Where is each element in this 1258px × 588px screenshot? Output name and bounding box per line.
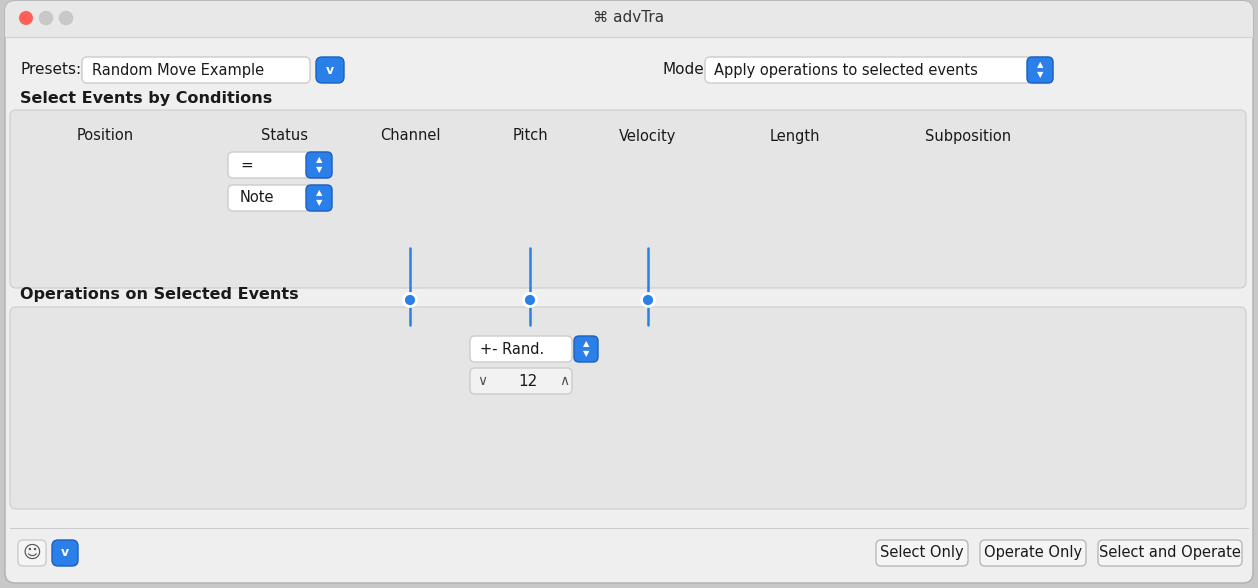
Text: Select Events by Conditions: Select Events by Conditions (20, 92, 272, 106)
Text: ▲: ▲ (316, 189, 322, 198)
FancyBboxPatch shape (52, 540, 78, 566)
Text: ▲: ▲ (316, 155, 322, 165)
Text: Random Move Example: Random Move Example (92, 62, 264, 78)
FancyBboxPatch shape (18, 540, 47, 566)
Text: v: v (60, 546, 69, 560)
FancyBboxPatch shape (470, 368, 572, 394)
FancyBboxPatch shape (306, 152, 332, 178)
FancyBboxPatch shape (704, 57, 1053, 83)
FancyBboxPatch shape (306, 185, 332, 211)
Text: Status: Status (262, 129, 308, 143)
FancyBboxPatch shape (980, 540, 1086, 566)
Text: Presets:: Presets: (20, 62, 81, 78)
Text: ∧: ∧ (559, 374, 569, 388)
Text: Length: Length (770, 129, 820, 143)
Circle shape (39, 11, 53, 25)
Text: ▲: ▲ (582, 339, 589, 349)
Text: ▼: ▼ (1037, 71, 1043, 79)
Text: ⌘ advTra: ⌘ advTra (594, 11, 664, 25)
Circle shape (19, 11, 33, 25)
Text: Subposition: Subposition (925, 129, 1011, 143)
Text: Operations on Selected Events: Operations on Selected Events (20, 288, 298, 302)
Circle shape (642, 293, 654, 306)
Text: ▲: ▲ (1037, 61, 1043, 69)
FancyBboxPatch shape (876, 540, 967, 566)
FancyBboxPatch shape (228, 152, 332, 178)
FancyBboxPatch shape (10, 307, 1245, 509)
Circle shape (404, 293, 416, 306)
Text: Apply operations to selected events: Apply operations to selected events (715, 62, 977, 78)
Text: Mode:: Mode: (662, 62, 708, 78)
FancyBboxPatch shape (5, 1, 1253, 37)
Text: Select and Operate: Select and Operate (1099, 546, 1240, 560)
Text: ☺: ☺ (23, 544, 42, 562)
Text: Channel: Channel (380, 129, 440, 143)
Text: v: v (326, 64, 335, 76)
FancyBboxPatch shape (574, 336, 598, 362)
FancyBboxPatch shape (5, 1, 1253, 583)
Bar (5, 20, 1253, 38)
Text: +- Rand.: +- Rand. (481, 342, 545, 356)
FancyBboxPatch shape (10, 110, 1245, 288)
FancyBboxPatch shape (470, 336, 572, 362)
Text: Pitch: Pitch (512, 129, 547, 143)
FancyBboxPatch shape (82, 57, 309, 83)
Text: Position: Position (77, 129, 133, 143)
FancyBboxPatch shape (1027, 57, 1053, 83)
Text: 12: 12 (518, 373, 537, 389)
Circle shape (59, 11, 73, 25)
Text: ▼: ▼ (316, 165, 322, 175)
Circle shape (523, 293, 536, 306)
Text: =: = (240, 158, 253, 172)
Text: Velocity: Velocity (619, 129, 677, 143)
FancyBboxPatch shape (316, 57, 343, 83)
Text: ∨: ∨ (477, 374, 487, 388)
FancyBboxPatch shape (1098, 540, 1242, 566)
Text: Note: Note (240, 191, 274, 205)
Text: Operate Only: Operate Only (984, 546, 1082, 560)
FancyBboxPatch shape (228, 185, 332, 211)
Text: Select Only: Select Only (881, 546, 964, 560)
Text: ▼: ▼ (582, 349, 589, 359)
Text: ▼: ▼ (316, 199, 322, 208)
